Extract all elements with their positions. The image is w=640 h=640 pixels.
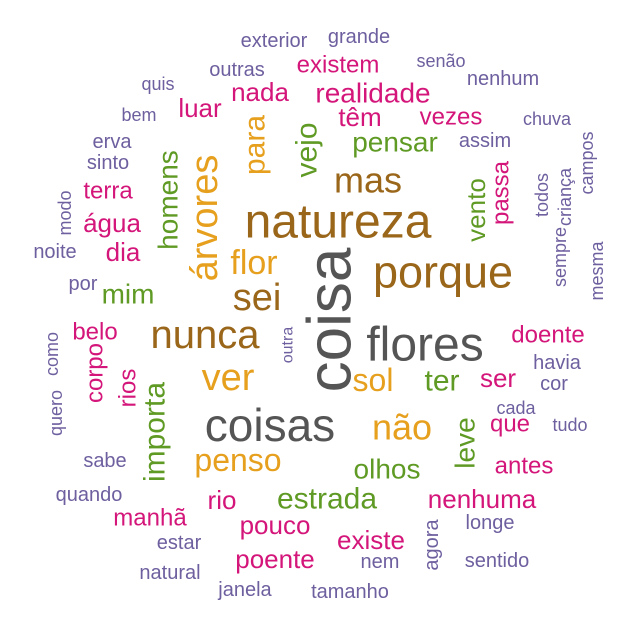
- word-vento: vento: [461, 178, 491, 242]
- word-existe: existe: [337, 525, 405, 555]
- word-mim: mim: [102, 279, 155, 310]
- word-crianca: criança: [555, 167, 575, 226]
- word-nem: nem: [361, 551, 400, 573]
- word-exterior: exterior: [241, 30, 308, 52]
- word-coisas: coisas: [205, 399, 335, 451]
- word-modo: modo: [55, 190, 75, 235]
- word-ser: ser: [480, 363, 516, 393]
- word-sei: sei: [233, 277, 282, 319]
- word-corpo: corpo: [82, 343, 109, 403]
- word-flores: flores: [366, 319, 483, 372]
- word-tamanho: tamanho: [311, 581, 389, 603]
- word-quando: quando: [56, 484, 123, 506]
- word-cada: cada: [496, 398, 536, 418]
- word-sempre: sempre: [550, 227, 570, 287]
- word-assim: assim: [459, 130, 511, 152]
- word-doente: doente: [511, 322, 584, 349]
- word-quis: quis: [141, 74, 174, 94]
- word-sabe: sabe: [83, 450, 126, 472]
- word-belo: belo: [72, 319, 117, 346]
- word-nao: não: [372, 407, 432, 448]
- word-outra: outra: [280, 327, 297, 364]
- word-realidade: realidade: [315, 78, 430, 109]
- word-antes: antes: [495, 453, 554, 480]
- word-olhos: olhos: [354, 454, 421, 485]
- word-tem: têm: [338, 102, 381, 132]
- word-longe: longe: [466, 512, 515, 534]
- word-sinto: sinto: [87, 152, 129, 174]
- word-nada: nada: [231, 77, 289, 107]
- word-senao: senão: [416, 51, 465, 71]
- word-sentido: sentido: [465, 550, 530, 572]
- word-estar: estar: [157, 532, 202, 554]
- word-para: para: [239, 115, 272, 175]
- word-nenhuma: nenhuma: [428, 484, 537, 514]
- word-estrada: estrada: [277, 483, 377, 516]
- word-grande: grande: [328, 26, 390, 48]
- word-ter: ter: [424, 365, 459, 398]
- word-nenhum: nenhum: [467, 68, 539, 90]
- word-homens: homens: [153, 150, 184, 250]
- word-coisa: coisa: [296, 247, 365, 392]
- word-existem: existem: [297, 52, 380, 79]
- word-porque: porque: [373, 247, 513, 298]
- word-todos: todos: [532, 173, 552, 217]
- word-como: como: [42, 332, 62, 376]
- word-mesma: mesma: [587, 241, 607, 301]
- word-outras: outras: [209, 59, 265, 81]
- word-terra: terra: [83, 178, 133, 205]
- word-bem: bem: [121, 105, 156, 125]
- word-quero: quero: [46, 390, 66, 436]
- word-passa: passa: [488, 160, 515, 225]
- word-por: por: [69, 273, 98, 295]
- word-noite: noite: [33, 241, 76, 263]
- word-vejo: vejo: [291, 122, 324, 177]
- word-dia: dia: [106, 237, 141, 267]
- word-poente: poente: [235, 544, 315, 574]
- word-campos: campos: [577, 131, 597, 194]
- word-rio: rio: [208, 485, 237, 515]
- word-ver: ver: [202, 357, 255, 399]
- word-importa: importa: [139, 382, 172, 482]
- word-leve: leve: [450, 417, 481, 468]
- word-pensar: pensar: [352, 127, 438, 158]
- word-vezes: vezes: [420, 104, 483, 131]
- word-luar: luar: [178, 93, 222, 123]
- word-que: que: [490, 411, 530, 438]
- word-cor: cor: [540, 373, 568, 395]
- word-janela: janela: [217, 579, 272, 601]
- word-nunca: nunca: [151, 313, 261, 357]
- word-chuva: chuva: [523, 109, 572, 129]
- word-natureza: natureza: [245, 196, 432, 249]
- word-sol: sol: [353, 362, 394, 398]
- word-penso: penso: [194, 442, 281, 478]
- word-havia: havia: [533, 352, 582, 374]
- word-arvores: árvores: [184, 155, 226, 282]
- word-tudo: tudo: [552, 415, 587, 435]
- word-agua: água: [83, 208, 141, 238]
- word-erva: erva: [93, 131, 133, 153]
- word-manha: manhã: [113, 505, 187, 532]
- word-flor: flor: [230, 244, 277, 282]
- word-pouco: pouco: [240, 510, 311, 540]
- word-mas: mas: [334, 160, 402, 201]
- word-agora: agora: [421, 519, 443, 571]
- word-rios: rios: [115, 369, 142, 408]
- word-natural: natural: [139, 562, 200, 584]
